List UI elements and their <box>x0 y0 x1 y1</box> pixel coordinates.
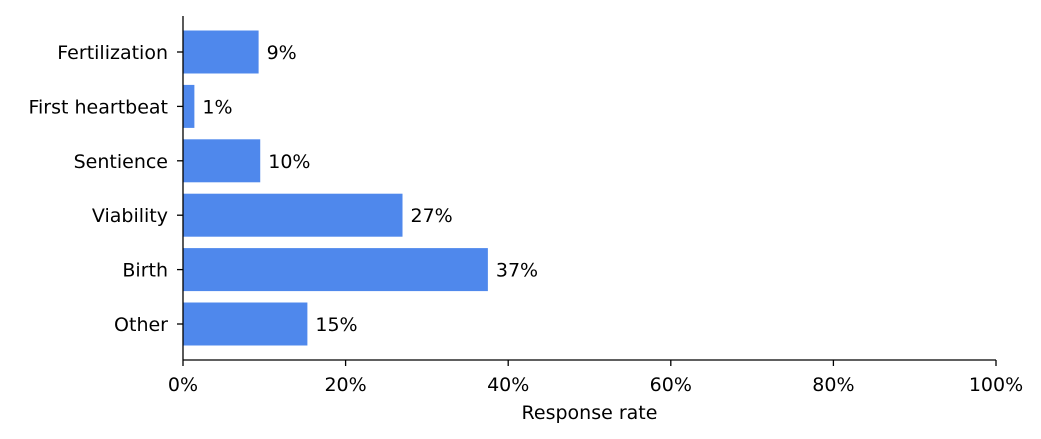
bars-group: 9% 1% 10% 27% 37% 15% <box>183 30 538 346</box>
y-tick-label-first-heartbeat: First heartbeat <box>28 96 168 118</box>
bar-birth <box>183 248 488 292</box>
x-axis-title: Response rate <box>522 402 658 424</box>
x-tick-label-40: 40% <box>487 374 529 396</box>
y-tick-label-fertilization: Fertilization <box>57 42 168 64</box>
data-label-other: 15% <box>315 314 357 336</box>
x-tick-label-80: 80% <box>812 374 854 396</box>
bar-first-heartbeat <box>183 84 195 128</box>
y-tick-label-viability: Viability <box>92 205 168 227</box>
data-label-fertilization: 9% <box>267 42 297 64</box>
data-label-sentience: 10% <box>268 151 310 173</box>
data-label-birth: 37% <box>496 260 538 282</box>
data-label-viability: 27% <box>411 205 453 227</box>
data-label-first-heartbeat: 1% <box>202 96 232 118</box>
bar-viability <box>183 193 403 237</box>
y-tick-label-birth: Birth <box>122 260 168 282</box>
x-tick-label-0: 0% <box>168 374 198 396</box>
x-axis: 0% 20% 40% 60% 80% 100% <box>168 359 1023 396</box>
y-axis: Fertilization First heartbeat Sentience Via… <box>28 16 184 360</box>
x-tick-label-60: 60% <box>650 374 692 396</box>
y-tick-label-other: Other <box>114 314 168 336</box>
bar-other <box>183 302 308 346</box>
x-tick-label-20: 20% <box>324 374 366 396</box>
y-tick-label-sentience: Sentience <box>74 151 168 173</box>
x-tick-label-100: 100% <box>969 374 1023 396</box>
bar-sentience <box>183 139 261 183</box>
bar-fertilization <box>183 30 259 74</box>
